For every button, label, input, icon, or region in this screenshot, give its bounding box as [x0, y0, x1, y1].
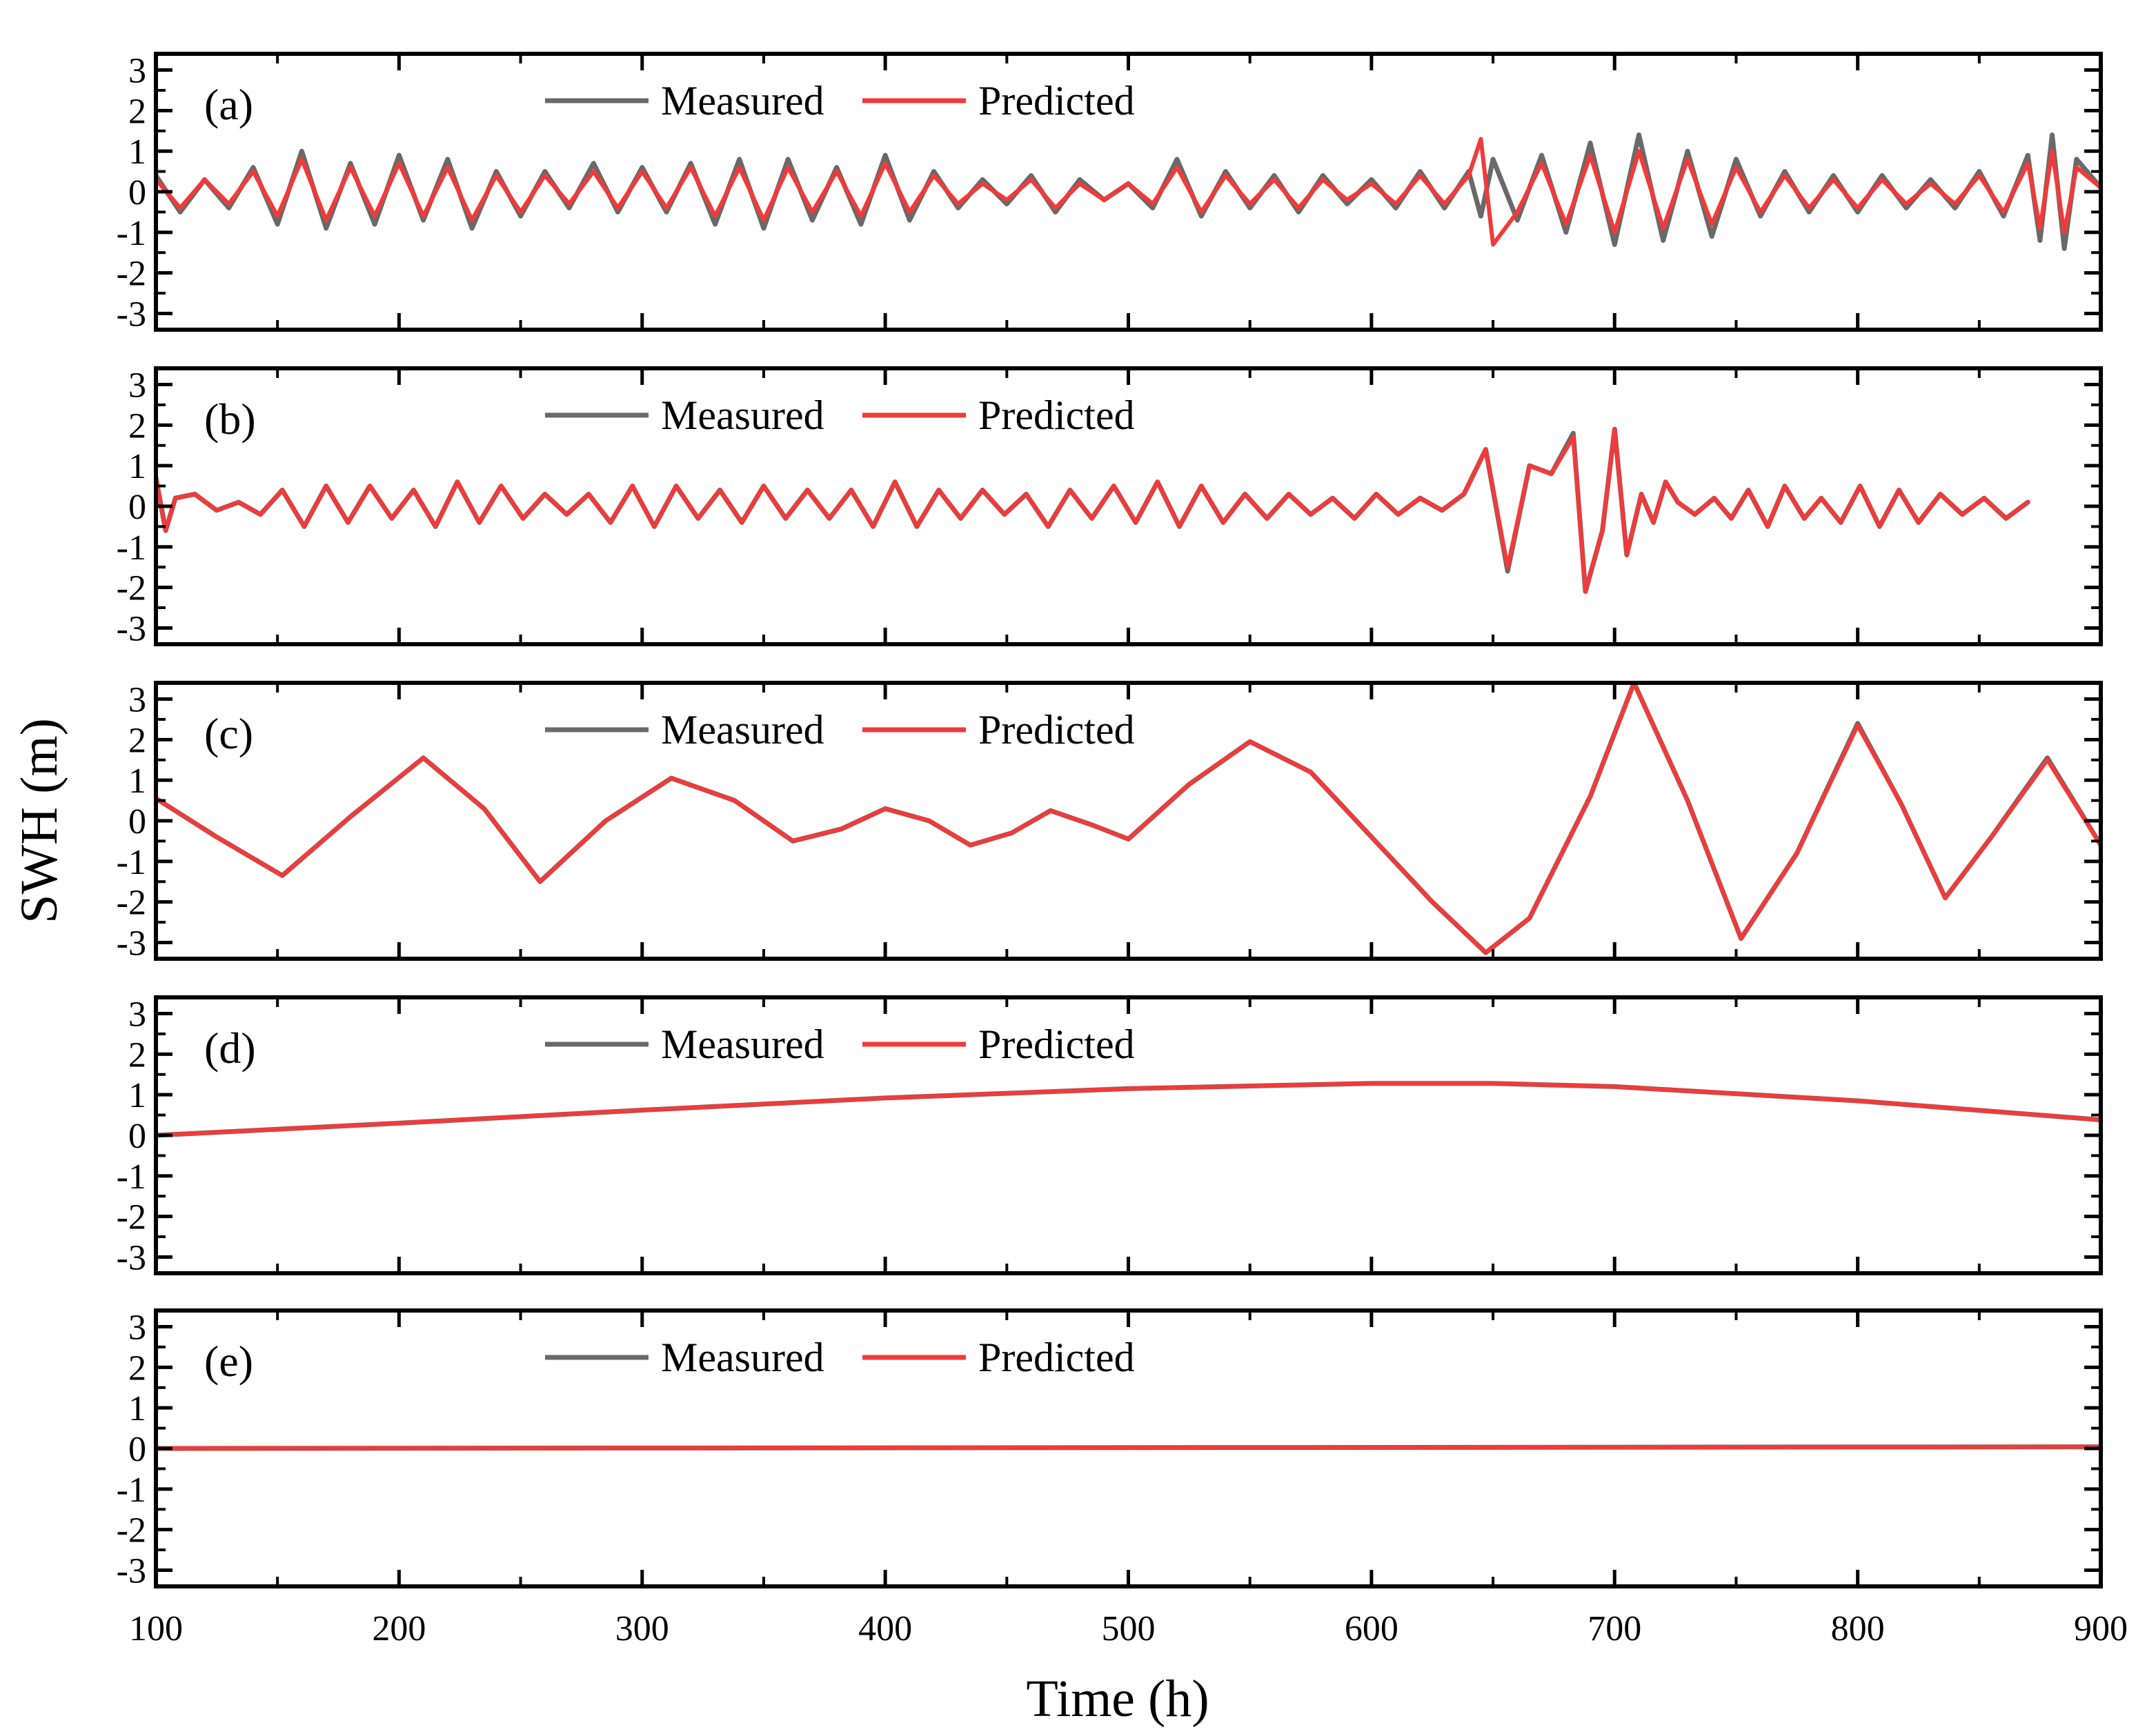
series-lines: [156, 1444, 2101, 1451]
y-tick-label: 0: [128, 1117, 146, 1156]
y-tick-label: 2: [128, 406, 146, 446]
legend: Measured Predicted: [545, 392, 1135, 438]
panel-label: (b): [204, 395, 256, 444]
series-lines: [156, 1081, 2101, 1138]
y-tick-label: 2: [128, 1035, 146, 1075]
x-tick-label: 200: [372, 1609, 426, 1648]
y-tick-label: 1: [128, 132, 146, 172]
y-tick-label: -1: [117, 214, 146, 253]
y-tick-label: 1: [128, 1076, 146, 1115]
y-tick-label: -3: [117, 1238, 146, 1277]
y-tick-label: -2: [117, 569, 146, 608]
y-tick-label: -2: [117, 255, 146, 294]
series-lines: [156, 683, 2101, 955]
panel-label: (d): [204, 1024, 256, 1073]
y-tick-label: 1: [128, 1389, 146, 1428]
y-tick-label: -2: [117, 884, 146, 923]
y-tick-label: 2: [128, 92, 146, 131]
x-tick-label: 800: [1831, 1609, 1885, 1648]
series-line-predicted: [156, 683, 2101, 955]
series-line-measured: [156, 132, 2101, 251]
legend: Measured Predicted: [545, 78, 1135, 123]
y-tick-label: -1: [117, 1157, 146, 1197]
series-line-predicted: [156, 1081, 2101, 1137]
y-tick-label: 2: [128, 1348, 146, 1388]
y-tick-label: 0: [128, 173, 146, 212]
y-tick-label: -3: [117, 1551, 146, 1591]
y-tick-label: 3: [128, 366, 146, 406]
x-tick-label: 500: [1102, 1609, 1156, 1648]
x-tick-label: 100: [129, 1609, 183, 1648]
y-tick-label: 3: [128, 681, 146, 720]
legend: Measured Predicted: [545, 1335, 1135, 1380]
x-tick-label: 400: [858, 1609, 912, 1648]
y-tick-label: 1: [128, 761, 146, 801]
series-lines: [156, 426, 2030, 594]
legend-label-predicted: Predicted: [978, 78, 1135, 123]
y-tick-label: -1: [117, 843, 146, 882]
x-tick-label: 900: [2074, 1609, 2128, 1648]
y-tick-label: -1: [117, 528, 146, 568]
y-axis-title: SWH (m): [10, 718, 68, 924]
series-line-predicted: [156, 137, 2101, 247]
y-tick-label: 3: [128, 52, 146, 91]
panel-label: (c): [204, 709, 253, 758]
y-tick-label: -2: [117, 1198, 146, 1237]
y-tick-label: 2: [128, 721, 146, 760]
x-tick-label: 300: [615, 1609, 669, 1648]
series-line-predicted: [156, 427, 2030, 594]
y-tick-label: -3: [117, 924, 146, 963]
legend-label-predicted: Predicted: [978, 392, 1135, 438]
y-tick-label: 0: [128, 802, 146, 841]
legend-label-predicted: Predicted: [978, 1022, 1135, 1067]
legend: Measured Predicted: [545, 1022, 1135, 1067]
legend: Measured Predicted: [545, 707, 1135, 753]
y-tick-label: 1: [128, 447, 146, 486]
x-tick-label: 700: [1588, 1609, 1641, 1648]
legend-label-measured: Measured: [661, 1335, 824, 1380]
panel-label: (a): [204, 80, 253, 129]
x-axis-title: Time (h): [1026, 1670, 1209, 1728]
legend-label-measured: Measured: [661, 392, 824, 438]
series-line-measured: [156, 1081, 2101, 1138]
series-line-measured: [156, 426, 2030, 594]
legend-label-measured: Measured: [661, 707, 824, 753]
y-tick-label: 3: [128, 995, 146, 1035]
legend-label-predicted: Predicted: [978, 1335, 1135, 1380]
y-tick-label: 0: [128, 488, 146, 527]
y-tick-label: -2: [117, 1511, 146, 1551]
y-tick-label: -3: [117, 609, 146, 648]
x-tick-label: 600: [1345, 1609, 1398, 1648]
legend-label-measured: Measured: [661, 1022, 824, 1067]
y-tick-label: -3: [117, 295, 146, 334]
y-tick-label: -1: [117, 1471, 146, 1510]
legend-label-predicted: Predicted: [978, 707, 1135, 753]
panel-label: (e): [204, 1337, 253, 1386]
legend-label-measured: Measured: [661, 78, 824, 123]
series-line-predicted: [156, 1444, 2101, 1451]
y-tick-label: 0: [128, 1430, 146, 1469]
series-lines: [156, 132, 2101, 251]
y-tick-label: 3: [128, 1308, 146, 1348]
